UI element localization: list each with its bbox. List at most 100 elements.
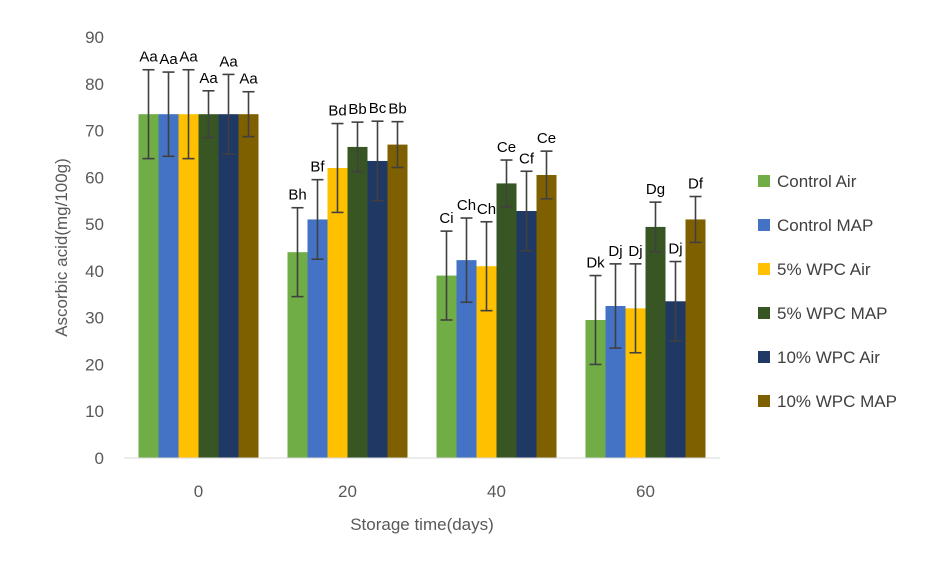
error-bar [291, 206, 304, 298]
data-label: Ch [477, 201, 496, 218]
bar [387, 144, 408, 459]
error-bar [371, 120, 384, 202]
legend-label: Control MAP [777, 216, 873, 235]
y-tick-label: 90 [85, 28, 104, 47]
data-label: Bh [288, 187, 306, 204]
bar [218, 114, 239, 458]
error-bar [311, 178, 324, 260]
data-label: Ci [439, 210, 453, 227]
data-label: Cf [519, 150, 535, 167]
error-bar [182, 68, 195, 160]
legend-swatch [758, 175, 770, 187]
error-bar [480, 220, 493, 312]
bar [347, 146, 368, 458]
data-label: Aa [239, 71, 258, 88]
legend-label: 5% WPC MAP [777, 304, 888, 323]
x-tick-label: 20 [338, 482, 357, 501]
error-bar [142, 68, 155, 160]
legend-label: Control Air [777, 172, 857, 191]
bars-layer [138, 114, 706, 459]
error-bar [162, 71, 175, 158]
legend-label: 5% WPC Air [777, 260, 871, 279]
bar [476, 266, 497, 458]
bar [307, 219, 328, 458]
bar [516, 211, 537, 458]
bar [238, 114, 259, 458]
y-tick-label: 0 [95, 449, 104, 468]
data-label: Dk [586, 255, 605, 272]
bar [367, 160, 388, 458]
bar [178, 114, 199, 458]
bar [138, 114, 159, 458]
bar [158, 114, 179, 458]
error-bar [629, 263, 642, 354]
bar [456, 260, 477, 458]
bar [436, 275, 457, 458]
data-label: Dj [668, 241, 682, 258]
error-bar [440, 230, 453, 321]
data-label: Ce [537, 130, 556, 147]
error-bar [222, 73, 235, 155]
bar [198, 114, 219, 458]
x-tick-label: 60 [636, 482, 655, 501]
data-label: Dg [646, 181, 665, 198]
legend-label: 10% WPC MAP [777, 392, 897, 411]
error-bar [609, 263, 622, 349]
y-tick-label: 50 [85, 215, 104, 234]
legend: Control Air Control MAP 5% WPC Air 5% WPC M… [758, 172, 897, 411]
data-label: Dj [628, 243, 642, 260]
data-label: Aa [199, 70, 218, 87]
error-bar [540, 150, 553, 200]
bar [645, 226, 666, 458]
y-tick-label: 20 [85, 355, 104, 374]
y-tick-label: 80 [85, 75, 104, 94]
error-bar [351, 121, 364, 173]
y-tick-label: 30 [85, 309, 104, 328]
bar [496, 183, 517, 459]
legend-item: Control MAP [758, 216, 873, 235]
legend-swatch [758, 351, 770, 363]
legend-swatch [758, 219, 770, 231]
legend-item: 10% WPC Air [758, 348, 880, 367]
data-label: Bb [388, 101, 406, 118]
legend-swatch [758, 307, 770, 319]
y-tick-label: 60 [85, 168, 104, 187]
data-label: Aa [179, 49, 198, 66]
data-label: Df [688, 176, 704, 193]
error-bar [460, 217, 473, 304]
error-bar [689, 195, 702, 244]
error-bar [331, 122, 344, 214]
bar [685, 219, 706, 458]
error-bar [391, 120, 404, 169]
data-label: Aa [159, 51, 178, 68]
data-label: Bc [369, 100, 387, 117]
y-axis-title: Ascorbic acid(mg/100g) [52, 158, 71, 337]
y-tick-label: 10 [85, 402, 104, 421]
legend-label: 10% WPC Air [777, 348, 880, 367]
legend-swatch [758, 395, 770, 407]
error-bar [649, 201, 662, 253]
error-bars-layer [142, 68, 702, 366]
error-bar [669, 260, 682, 342]
legend-item: 10% WPC MAP [758, 392, 897, 411]
data-label: Aa [219, 53, 238, 70]
bar [605, 305, 626, 458]
error-bar [520, 170, 533, 252]
y-tick-label: 70 [85, 122, 104, 141]
error-bar [202, 89, 215, 139]
y-tick-label: 40 [85, 262, 104, 281]
x-tick-label: 40 [487, 482, 506, 501]
x-tick-labels: 0 20 40 60 [194, 482, 655, 501]
data-label: Ce [497, 139, 516, 156]
data-label: Ch [457, 197, 476, 214]
legend-item: 5% WPC Air [758, 260, 871, 279]
legend-item: 5% WPC MAP [758, 304, 888, 323]
bar [625, 308, 646, 458]
legend-item: Control Air [758, 172, 857, 191]
y-tick-labels: 0 10 20 30 40 50 60 70 80 90 [85, 28, 104, 468]
data-label: Bf [310, 159, 325, 176]
data-label: Bd [328, 103, 346, 120]
